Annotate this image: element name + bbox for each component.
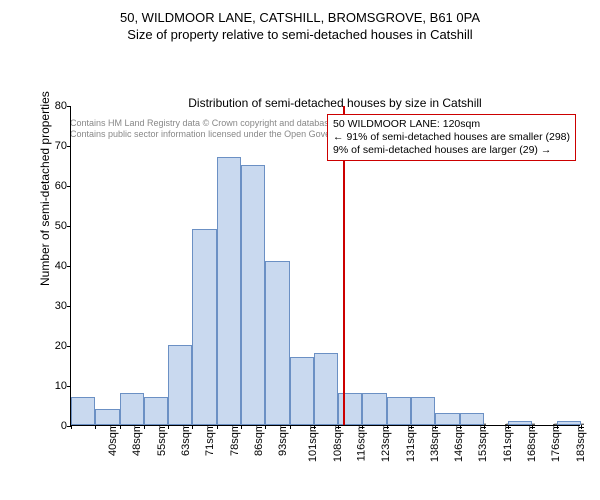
- ytick-mark: [67, 226, 71, 227]
- xtick-mark: [265, 425, 266, 429]
- xtick-label: 78sqm: [229, 423, 241, 456]
- histogram-bar: [338, 393, 362, 425]
- xtick-mark: [314, 425, 315, 429]
- histogram-bar: [508, 421, 532, 425]
- xtick-mark: [508, 425, 509, 429]
- histogram-bar: [192, 229, 216, 425]
- xtick-mark: [192, 425, 193, 429]
- xtick-label: 63sqm: [180, 423, 192, 456]
- histogram-bar: [557, 421, 581, 425]
- xtick-label: 71sqm: [204, 423, 216, 456]
- ytick-label: 40: [41, 260, 67, 272]
- xtick-label: 55sqm: [156, 423, 168, 456]
- plot-area: 0102030405060708040sqm48sqm55sqm63sqm71s…: [70, 106, 580, 426]
- histogram-bar: [217, 157, 241, 425]
- histogram-bar: [290, 357, 314, 425]
- xtick-label: 116sqm: [355, 423, 367, 461]
- ytick-label: 60: [41, 180, 67, 192]
- histogram-bar: [144, 397, 168, 425]
- xtick-label: 48sqm: [131, 423, 143, 456]
- xtick-mark: [460, 425, 461, 429]
- ytick-label: 10: [41, 380, 67, 392]
- xtick-mark: [362, 425, 363, 429]
- histogram-bar: [95, 409, 119, 425]
- annotation-line: 9% of semi-detached houses are larger (2…: [333, 144, 570, 157]
- xtick-mark: [71, 425, 72, 429]
- histogram-bar: [435, 413, 459, 425]
- chart-wrap: Number of semi-detached properties 01020…: [40, 96, 600, 476]
- ytick-mark: [67, 386, 71, 387]
- chart-container: 50, WILDMOOR LANE, CATSHILL, BROMSGROVE,…: [0, 0, 600, 500]
- xtick-mark: [241, 425, 242, 429]
- annotation-line: ← 91% of semi-detached houses are smalle…: [333, 131, 570, 144]
- title-line1: 50, WILDMOOR LANE, CATSHILL, BROMSGROVE,…: [10, 10, 590, 27]
- xtick-label: 93sqm: [277, 423, 289, 456]
- title-line2: Size of property relative to semi-detach…: [10, 27, 590, 44]
- ytick-label: 70: [41, 140, 67, 152]
- ytick-label: 20: [41, 340, 67, 352]
- ytick-mark: [67, 306, 71, 307]
- xtick-mark: [217, 425, 218, 429]
- xtick-mark: [484, 425, 485, 429]
- ytick-label: 50: [41, 220, 67, 232]
- xtick-mark: [144, 425, 145, 429]
- xtick-mark: [290, 425, 291, 429]
- xtick-mark: [581, 425, 582, 429]
- ytick-mark: [67, 346, 71, 347]
- histogram-bar: [241, 165, 265, 425]
- ytick-mark: [67, 186, 71, 187]
- histogram-bar: [314, 353, 338, 425]
- annotation-line: 50 WILDMOOR LANE: 120sqm: [333, 118, 570, 131]
- histogram-bar: [265, 261, 289, 425]
- ytick-mark: [67, 146, 71, 147]
- histogram-bar: [120, 393, 144, 425]
- xtick-mark: [557, 425, 558, 429]
- histogram-bar: [411, 397, 435, 425]
- ytick-label: 30: [41, 300, 67, 312]
- xtick-mark: [387, 425, 388, 429]
- ytick-mark: [67, 106, 71, 107]
- ytick-label: 0: [41, 420, 67, 432]
- ytick-label: 80: [41, 100, 67, 112]
- title-block: 50, WILDMOOR LANE, CATSHILL, BROMSGROVE,…: [10, 10, 590, 44]
- annotation-box: 50 WILDMOOR LANE: 120sqm← 91% of semi-de…: [327, 114, 576, 161]
- histogram-bar: [71, 397, 95, 425]
- xtick-label: 40sqm: [107, 423, 119, 456]
- xtick-mark: [435, 425, 436, 429]
- xtick-mark: [411, 425, 412, 429]
- xtick-mark: [120, 425, 121, 429]
- xtick-label: 86sqm: [253, 423, 265, 456]
- ytick-mark: [67, 266, 71, 267]
- histogram-bar: [387, 397, 411, 425]
- histogram-bar: [460, 413, 484, 425]
- xtick-mark: [95, 425, 96, 429]
- histogram-bar: [362, 393, 386, 425]
- xtick-mark: [532, 425, 533, 429]
- xtick-mark: [168, 425, 169, 429]
- xtick-mark: [338, 425, 339, 429]
- histogram-bar: [168, 345, 192, 425]
